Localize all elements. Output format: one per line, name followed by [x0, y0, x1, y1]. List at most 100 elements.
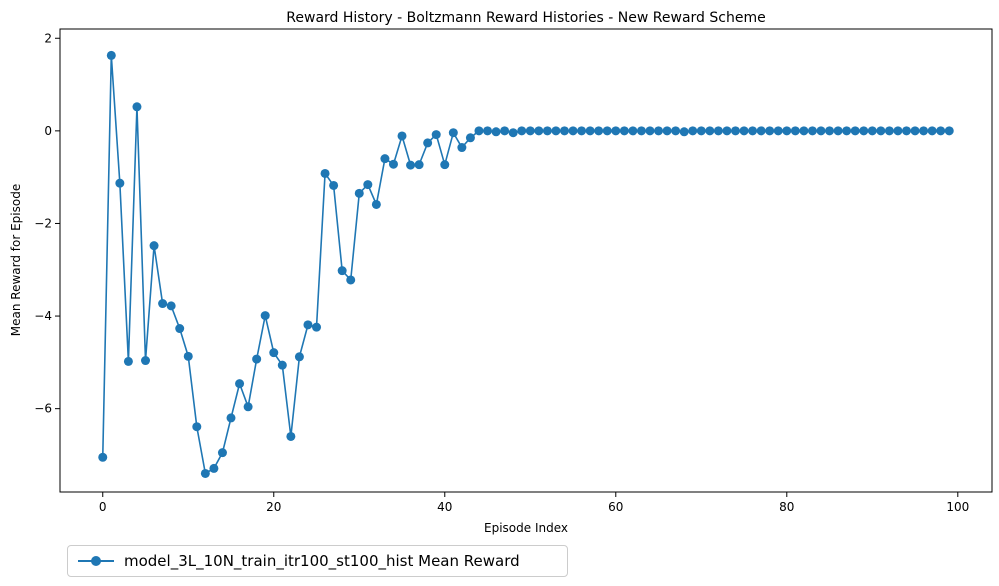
- data-point: [782, 126, 792, 136]
- data-point: [252, 354, 262, 364]
- data-point: [568, 126, 578, 136]
- data-point: [645, 126, 655, 136]
- y-axis-ticks: 2 0 −2 −4 −6: [34, 31, 60, 416]
- data-point: [859, 126, 869, 136]
- series-group: [98, 50, 954, 478]
- data-point: [619, 126, 629, 136]
- y-tick-label: −6: [34, 402, 52, 416]
- data-point: [388, 159, 398, 169]
- x-tick-label: 40: [437, 500, 452, 514]
- data-point: [585, 126, 595, 136]
- data-point: [936, 126, 946, 136]
- x-tick-label: 80: [779, 500, 794, 514]
- data-point: [440, 160, 450, 170]
- data-point: [123, 356, 133, 366]
- data-point: [312, 322, 322, 332]
- data-point: [671, 126, 681, 136]
- data-point: [465, 133, 475, 143]
- x-tick-label: 20: [266, 500, 281, 514]
- data-point: [414, 160, 424, 170]
- legend-label: model_3L_10N_train_itr100_st100_hist Mea…: [124, 552, 520, 570]
- data-point: [106, 50, 116, 60]
- data-point: [158, 299, 168, 309]
- data-point: [833, 126, 843, 136]
- data-point: [705, 126, 715, 136]
- data-point: [944, 126, 954, 136]
- data-point: [141, 356, 151, 366]
- data-point: [115, 178, 125, 188]
- plot-frame: [59, 28, 993, 493]
- data-point: [901, 126, 911, 136]
- data-point: [765, 126, 775, 136]
- y-axis-label: Mean Reward for Episode: [9, 184, 23, 336]
- data-point: [730, 126, 740, 136]
- data-point: [790, 126, 800, 136]
- data-point: [807, 126, 817, 136]
- data-point: [551, 126, 561, 136]
- data-point: [371, 199, 381, 209]
- y-tick-label: −2: [34, 216, 52, 230]
- x-tick-label: 0: [99, 500, 107, 514]
- data-point: [209, 463, 219, 473]
- data-point: [260, 311, 270, 321]
- data-point: [799, 126, 809, 136]
- data-point: [269, 348, 279, 358]
- data-point: [559, 126, 569, 136]
- data-point: [688, 126, 698, 136]
- data-point: [491, 127, 501, 137]
- data-point: [628, 126, 638, 136]
- y-tick-label: 0: [44, 124, 52, 138]
- data-point: [226, 413, 236, 423]
- data-point: [927, 126, 937, 136]
- data-point: [748, 126, 758, 136]
- data-point: [406, 160, 416, 170]
- data-point: [192, 422, 202, 432]
- data-point: [542, 126, 552, 136]
- data-point: [884, 126, 894, 136]
- data-point: [166, 301, 176, 311]
- data-point: [739, 126, 749, 136]
- data-point: [919, 126, 929, 136]
- data-point: [500, 126, 510, 136]
- data-point: [380, 154, 390, 164]
- data-point: [483, 126, 493, 136]
- data-point: [722, 126, 732, 136]
- data-point: [662, 126, 672, 136]
- data-point: [534, 126, 544, 136]
- series-line: [101, 55, 950, 475]
- data-point: [594, 126, 604, 136]
- data-point: [654, 126, 664, 136]
- data-point: [303, 320, 313, 330]
- legend: model_3L_10N_train_itr100_st100_hist Mea…: [67, 545, 568, 577]
- data-point: [517, 126, 527, 136]
- y-tick-label: 2: [44, 31, 52, 45]
- x-axis-label: Episode Index: [484, 521, 568, 535]
- data-point: [243, 402, 253, 412]
- data-point: [175, 324, 185, 334]
- data-point: [354, 188, 364, 198]
- data-point: [602, 126, 612, 136]
- data-point: [679, 127, 689, 137]
- data-point: [816, 126, 826, 136]
- data-point: [850, 126, 860, 136]
- data-point: [423, 138, 433, 148]
- data-point: [132, 102, 142, 112]
- data-point: [363, 180, 373, 190]
- data-point: [457, 143, 467, 153]
- data-point: [431, 130, 441, 140]
- data-point: [329, 180, 339, 190]
- data-point: [525, 126, 535, 136]
- data-point: [577, 126, 587, 136]
- y-tick-label: −4: [34, 309, 52, 323]
- data-point: [217, 448, 227, 458]
- data-point: [286, 431, 296, 441]
- data-point: [893, 126, 903, 136]
- data-point: [337, 266, 347, 276]
- data-point: [200, 468, 210, 478]
- data-point: [756, 126, 766, 136]
- legend-marker-icon: [78, 554, 114, 568]
- data-point: [773, 126, 783, 136]
- data-point: [825, 126, 835, 136]
- data-point: [876, 126, 886, 136]
- data-point: [474, 126, 484, 136]
